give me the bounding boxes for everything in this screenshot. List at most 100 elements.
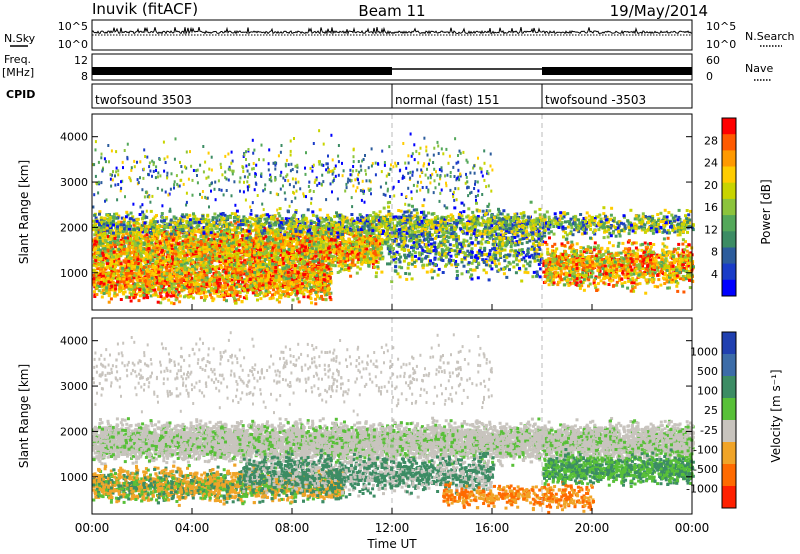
heatmap-cell [200, 267, 203, 270]
heatmap-cell [136, 283, 139, 286]
heatmap-cell [332, 261, 335, 264]
heatmap-cell [265, 284, 268, 287]
freq-right-tick-top: 60 [706, 54, 720, 67]
heatmap-cell [320, 289, 323, 292]
heatmap-cell [304, 281, 307, 284]
heatmap-cell [296, 297, 299, 300]
heatmap-cell [316, 295, 319, 298]
heatmap-cell [122, 291, 125, 294]
heatmap-cell [150, 290, 153, 293]
heatmap-cell [172, 291, 175, 294]
heatmap-cell [142, 284, 145, 287]
heatmap-cell [92, 274, 95, 277]
heatmap-cell [203, 295, 206, 298]
heatmap-cell [224, 286, 227, 289]
heatmap-cell [130, 293, 133, 296]
freq-unit-label: [MHz] [2, 66, 34, 79]
heatmap-cell [321, 298, 324, 301]
heatmap-cell [319, 283, 322, 286]
heatmap-cell [271, 263, 274, 266]
heatmap-cell [245, 272, 248, 275]
heatmap-cell [163, 297, 166, 300]
beam-title: Beam 11 [358, 2, 425, 20]
heatmap-cell [175, 277, 178, 280]
heatmap-cell [165, 266, 168, 269]
heatmap-cell [219, 273, 222, 276]
heatmap-cell [108, 291, 111, 294]
heatmap-cell [102, 272, 105, 275]
heatmap-cell [239, 295, 242, 298]
heatmap-cell [258, 269, 261, 272]
heatmap-cell [268, 281, 271, 284]
heatmap-cell [271, 277, 274, 280]
heatmap-cell [311, 281, 314, 284]
heatmap-cell [113, 268, 116, 271]
heatmap-cell [239, 291, 242, 294]
heatmap-cell [130, 300, 133, 303]
heatmap-cell [209, 293, 212, 296]
heatmap-cell [143, 294, 146, 297]
heatmap-cell [275, 276, 278, 279]
heatmap-cell [120, 298, 123, 301]
heatmap-cell [253, 282, 256, 285]
heatmap-cell [197, 276, 200, 279]
noise-left-tick-top: 10^5 [58, 20, 88, 33]
heatmap-cell [203, 299, 206, 302]
heatmap-cell [253, 271, 256, 274]
heatmap-cell [215, 271, 218, 274]
heatmap-cell [237, 280, 240, 283]
heatmap-cell [310, 301, 313, 304]
heatmap-cell [218, 278, 221, 281]
heatmap-cell [97, 282, 100, 285]
heatmap-cell [98, 289, 101, 292]
heatmap-cell [213, 279, 216, 282]
heatmap-cell [98, 276, 101, 279]
heatmap-cell [178, 285, 181, 288]
heatmap-cell [298, 300, 301, 303]
heatmap-cell [114, 287, 117, 290]
heatmap-cell [96, 267, 99, 270]
noise-trace [92, 27, 692, 35]
heatmap-cell [153, 266, 156, 269]
heatmap-cell [170, 250, 173, 253]
heatmap-cell [274, 263, 277, 266]
heatmap-cell [129, 279, 132, 282]
heatmap-cell [293, 289, 296, 292]
heatmap-cell [126, 296, 129, 299]
heatmap-cell [190, 295, 193, 298]
heatmap-cell [163, 246, 166, 249]
heatmap-cell [213, 289, 216, 292]
heatmap-cell [296, 292, 299, 295]
heatmap-cell [197, 289, 200, 292]
heatmap-cell [255, 291, 258, 294]
heatmap-cell [276, 285, 279, 288]
noise-sky-line [92, 27, 692, 33]
heatmap-cell [305, 284, 308, 287]
heatmap-cell [268, 271, 271, 274]
heatmap-cell [253, 268, 256, 271]
heatmap-cell [209, 270, 212, 273]
heatmap-cell [297, 271, 300, 274]
heatmap-cell [264, 275, 267, 278]
heatmap-cell [141, 271, 144, 274]
heatmap-cell [375, 275, 378, 278]
heatmap-cell [216, 282, 219, 285]
heatmap-cell [185, 278, 188, 281]
heatmap-cell [93, 284, 96, 287]
heatmap-cell [116, 293, 119, 296]
heatmap-cell [167, 255, 170, 258]
heatmap-cell [241, 300, 244, 303]
heatmap-cell [175, 298, 178, 301]
heatmap-cell [296, 280, 299, 283]
heatmap-cell [98, 285, 101, 288]
heatmap-cell [107, 277, 110, 280]
heatmap-cell [235, 286, 238, 289]
heatmap-cell [255, 285, 258, 288]
heatmap-cell [157, 288, 160, 291]
heatmap-cell [200, 296, 203, 299]
heatmap-cell [260, 274, 263, 277]
heatmap-cell [307, 295, 310, 298]
heatmap-cell [309, 286, 312, 289]
cpid-segment-label: twofsound -3503 [545, 93, 646, 107]
cpid-segments: twofsound 3503 normal (fast) 151 twofsound… [95, 84, 646, 108]
